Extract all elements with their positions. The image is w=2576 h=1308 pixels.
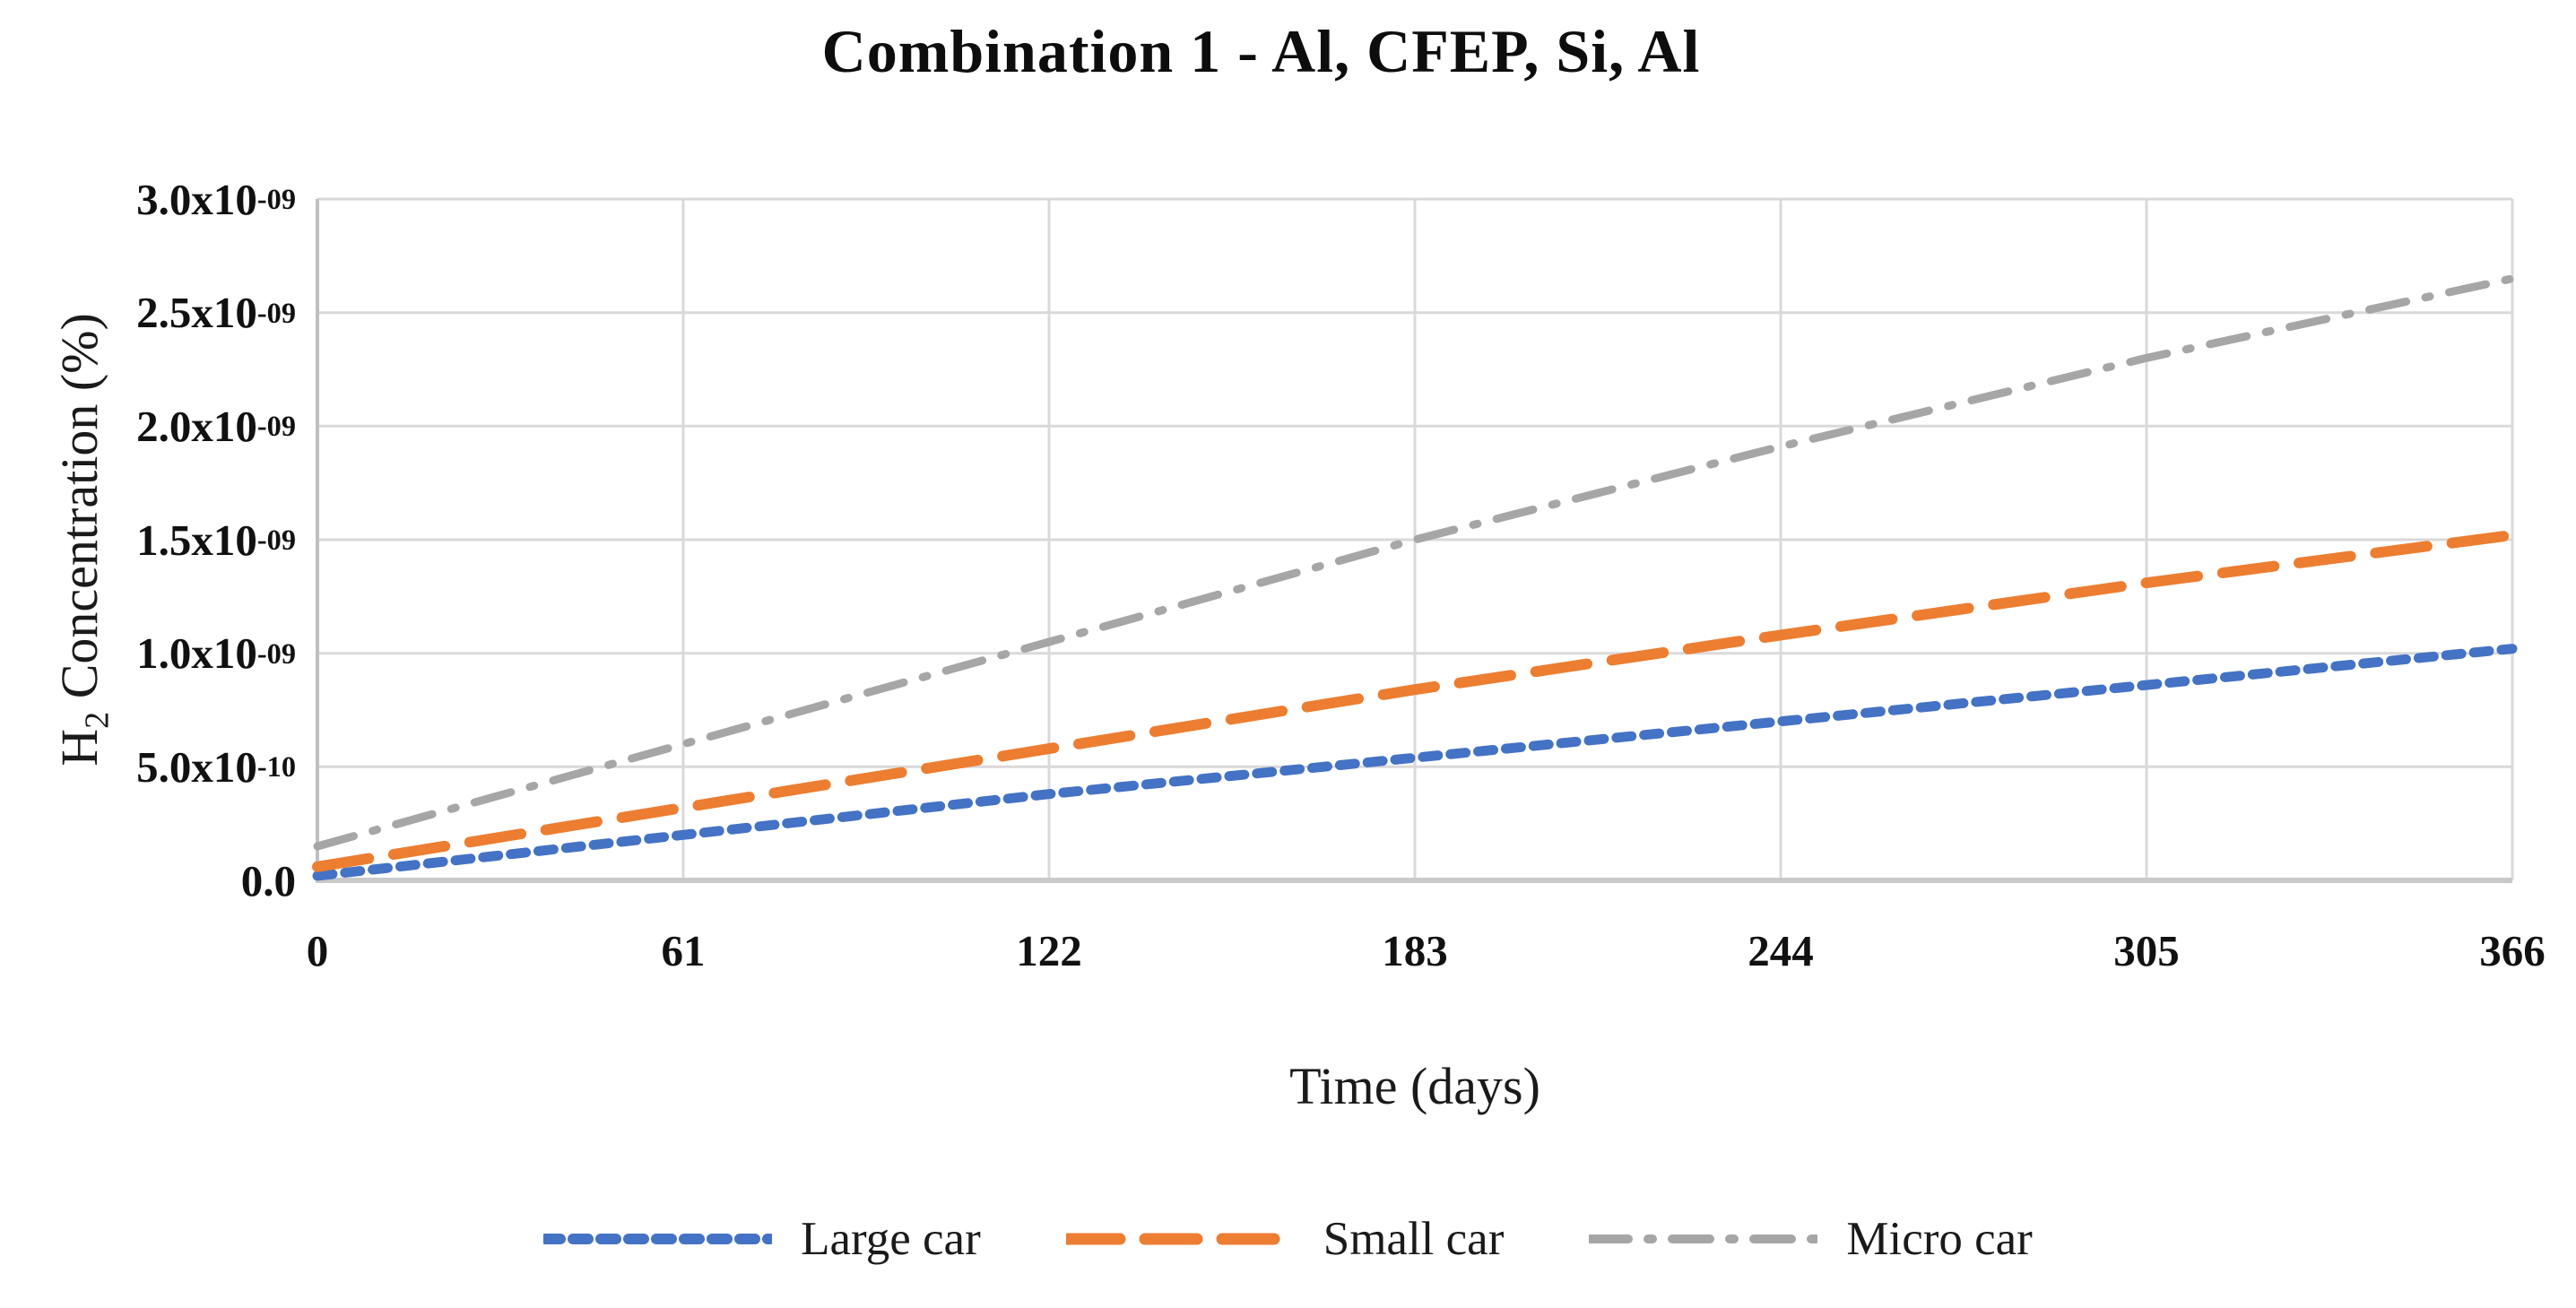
legend-item-small-car: Small car: [1065, 1212, 1505, 1266]
x-tick-label: 305: [2113, 926, 2180, 975]
legend-swatch-dash-dot: [1589, 1234, 1818, 1243]
x-tick-label: 122: [1016, 926, 1082, 975]
chart-title: Combination 1 - Al, CFEP, Si, Al: [821, 17, 1701, 85]
x-tick-label: 183: [1382, 926, 1448, 975]
y-tick-label: 2.0x10 -09: [136, 401, 296, 451]
y-tick-label: 0.0: [240, 855, 296, 905]
x-axis-title: Time (days): [1289, 1057, 1540, 1115]
legend-label: Large car: [801, 1213, 981, 1265]
legend-swatch-short-dash: [543, 1234, 773, 1244]
y-tick-label: 3.0x10 -09: [136, 174, 296, 224]
legend-label: Small car: [1323, 1213, 1505, 1265]
series-line-micro-car: [313, 274, 2517, 851]
chart-legend: Large car Small car Micro car: [0, 1212, 2576, 1266]
legend-item-large-car: Large car: [543, 1212, 981, 1266]
series-line-large-car: [312, 644, 2518, 881]
y-axis-title-sub: 2: [78, 711, 117, 729]
series-line-small-car: [312, 529, 2518, 872]
legend-item-micro-car: Micro car: [1589, 1212, 2033, 1266]
y-tick-label: 5.0x10 -10: [136, 741, 296, 792]
x-tick-label: 244: [1748, 926, 1814, 975]
x-tick-label: 366: [2479, 926, 2546, 975]
legend-label: Micro car: [1846, 1213, 2033, 1265]
x-tick-label: 0: [306, 926, 329, 975]
x-tick-label: 61: [661, 926, 706, 975]
y-tick-label: 2.5x10 -09: [136, 288, 296, 338]
y-tick-label: 1.5x10 -09: [136, 515, 296, 565]
legend-swatch-long-dash: [1065, 1233, 1295, 1245]
y-tick-label: 1.0x10 -09: [136, 628, 296, 679]
